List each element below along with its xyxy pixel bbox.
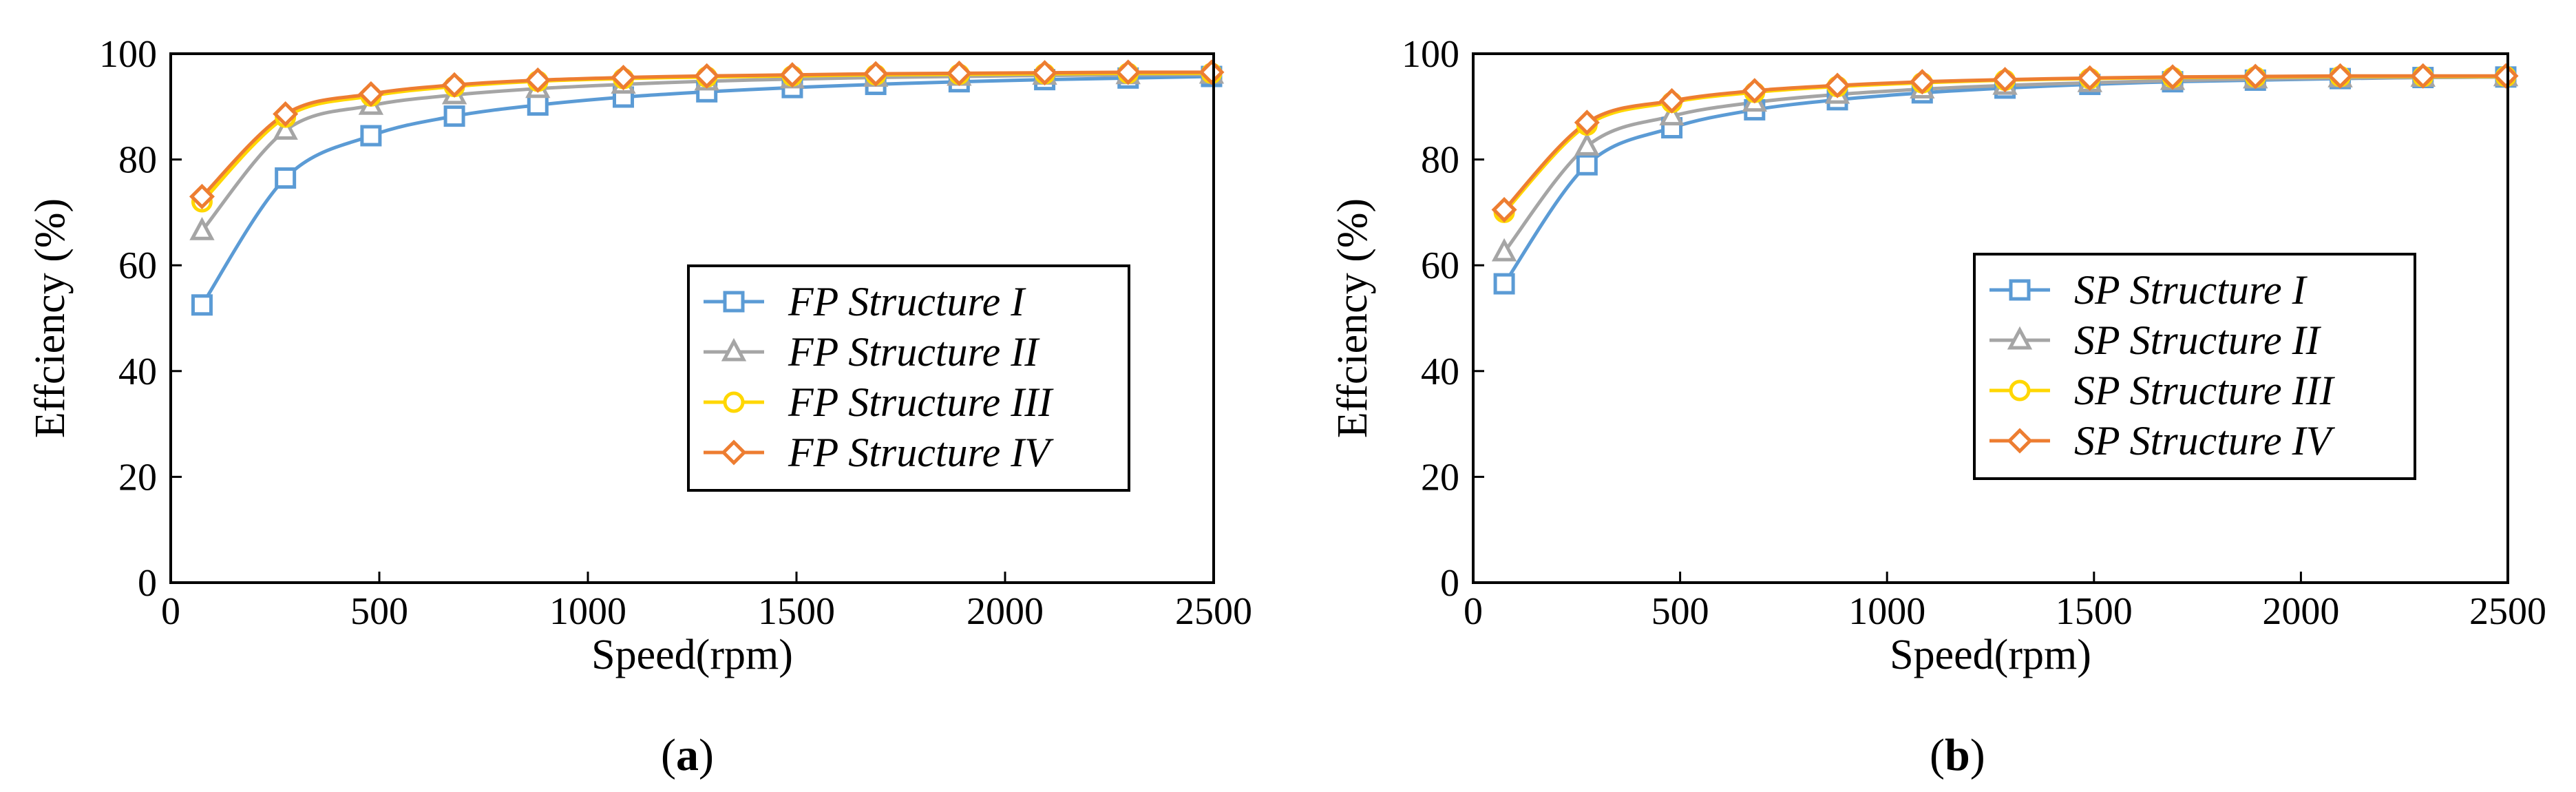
data-point-series-2 xyxy=(1574,132,1600,156)
legend-marker xyxy=(2007,326,2033,350)
legend-marker xyxy=(2009,379,2031,402)
legend-marker xyxy=(2007,428,2033,454)
data-point-series-4 xyxy=(1491,197,1517,223)
x-axis-label: Speed(rpm) xyxy=(1890,632,2091,678)
x-tick-label: 500 xyxy=(350,590,408,633)
legend-marker xyxy=(723,291,745,313)
x-tick-label: 500 xyxy=(1651,590,1709,633)
x-tick-label: 2500 xyxy=(1175,590,1252,633)
y-tick-label: 80 xyxy=(1421,139,1459,182)
x-axis-label: Speed(rpm) xyxy=(591,632,793,678)
y-tick-label: 40 xyxy=(1421,351,1459,393)
data-point-series-4 xyxy=(2242,63,2268,90)
x-tick-label: 2500 xyxy=(2469,590,2546,633)
y-axis-label: Effciency (%) xyxy=(27,198,74,438)
legend-entry: SP Structure III xyxy=(2074,368,2336,413)
panel-tag: (b) xyxy=(1930,730,1985,780)
y-tick-label: 100 xyxy=(1402,33,1459,76)
panel-tag-close-paren: ) xyxy=(699,730,714,780)
y-tick-label: 40 xyxy=(118,351,157,393)
data-point-series-4 xyxy=(189,183,215,209)
y-tick-label: 20 xyxy=(118,456,157,499)
legend-marker xyxy=(2009,279,2031,301)
data-point-series-4 xyxy=(946,60,972,86)
panel-tag-letter: a xyxy=(676,730,699,780)
data-point-series-1 xyxy=(191,294,213,316)
legend-entry: SP Structure IV xyxy=(2074,418,2336,463)
data-point-series-4 xyxy=(1909,69,1935,95)
data-point-series-2 xyxy=(189,217,215,240)
data-point-series-2 xyxy=(1659,102,1685,126)
legend-entry: SP Structure II xyxy=(2074,317,2322,363)
x-tick-label: 1500 xyxy=(2056,590,2133,633)
panel-tag-close-paren: ) xyxy=(1970,730,1985,780)
data-point-series-4 xyxy=(694,63,720,89)
legend-entry: FP Structure III xyxy=(788,379,1054,425)
data-point-series-4 xyxy=(1742,78,1768,104)
data-point-series-4 xyxy=(2077,65,2103,91)
data-point-series-1 xyxy=(443,105,465,127)
data-point-series-1 xyxy=(360,125,382,147)
x-tick-label: 1000 xyxy=(549,590,626,633)
x-tick-label: 1000 xyxy=(1848,590,1925,633)
legend-entry: FP Structure IV xyxy=(788,430,1054,475)
x-tick-label: 2000 xyxy=(2262,590,2339,633)
data-point-series-1 xyxy=(275,167,297,189)
data-point-series-4 xyxy=(610,65,637,91)
y-tick-label: 0 xyxy=(1440,562,1459,605)
data-point-series-4 xyxy=(1032,60,1058,86)
y-tick-label: 20 xyxy=(1421,456,1459,499)
data-point-series-4 xyxy=(1659,87,1685,114)
y-tick-label: 100 xyxy=(99,33,157,76)
legend-entry: SP Structure I xyxy=(2074,267,2308,313)
y-tick-label: 60 xyxy=(118,244,157,287)
legend-marker xyxy=(721,439,747,466)
data-point-series-4 xyxy=(358,81,384,107)
x-tick-label: 1500 xyxy=(758,590,835,633)
panel-tag-open-paren: ( xyxy=(1930,730,1945,780)
y-tick-label: 0 xyxy=(138,562,157,605)
panel-tag: (a) xyxy=(661,730,714,780)
data-point-series-4 xyxy=(2160,64,2186,90)
data-point-series-1 xyxy=(1493,273,1515,295)
data-point-series-1 xyxy=(1576,154,1598,176)
data-point-series-4 xyxy=(1992,67,2018,93)
data-point-series-4 xyxy=(1824,72,1850,98)
plot-frame xyxy=(1472,52,2509,584)
panel-tag-letter: b xyxy=(1945,730,1970,780)
y-tick-label: 60 xyxy=(1421,244,1459,287)
x-tick-label: 0 xyxy=(161,590,180,633)
legend-marker xyxy=(721,337,747,362)
data-point-series-4 xyxy=(273,101,299,127)
data-point-series-4 xyxy=(1199,59,1225,85)
legend-entry: FP Structure I xyxy=(788,279,1026,324)
data-point-series-4 xyxy=(2410,63,2436,89)
data-point-series-1 xyxy=(527,94,549,116)
y-axis-label: Effciency (%) xyxy=(1329,198,1376,438)
data-point-series-4 xyxy=(1115,59,1141,85)
x-tick-label: 2000 xyxy=(967,590,1044,633)
data-point-series-2 xyxy=(1491,238,1517,262)
data-point-series-4 xyxy=(2493,63,2519,89)
legend: SP Structure ISP Structure II SP Structur… xyxy=(1973,253,2416,480)
data-point-series-4 xyxy=(525,67,551,93)
data-point-series-2 xyxy=(273,116,298,140)
legend-entry: FP Structure II xyxy=(788,329,1040,375)
data-point-series-4 xyxy=(2327,63,2354,89)
x-tick-label: 0 xyxy=(1464,590,1483,633)
panel-tag-open-paren: ( xyxy=(661,730,676,780)
data-point-series-4 xyxy=(1574,110,1600,136)
data-point-series-4 xyxy=(441,72,467,98)
plot-frame xyxy=(169,52,1215,584)
y-tick-label: 80 xyxy=(118,139,157,182)
legend-marker xyxy=(723,391,745,413)
data-point-series-4 xyxy=(863,61,889,87)
data-point-series-4 xyxy=(779,62,805,88)
